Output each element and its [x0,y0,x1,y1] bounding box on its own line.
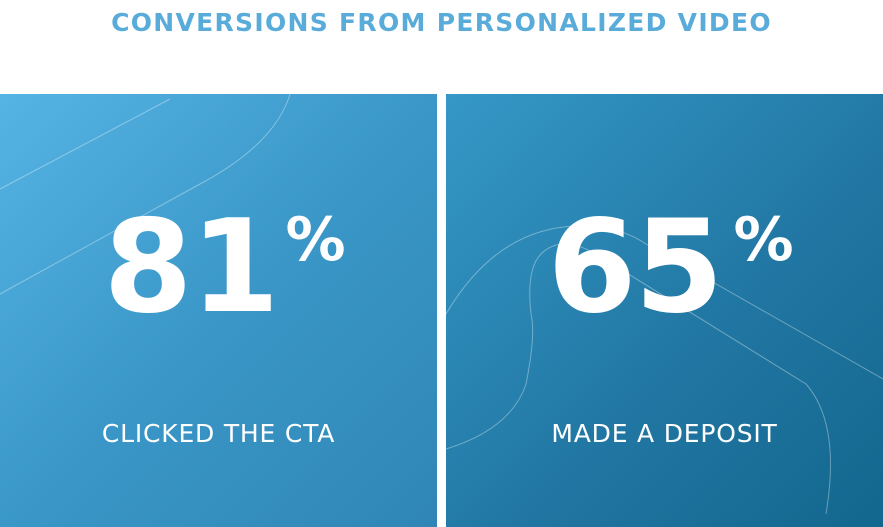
stat-value: 81 % [0,204,437,332]
stat-label: CLICKED THE CTA [101,419,336,448]
percent-sign: % [285,205,346,275]
stat-label: MADE A DEPOSIT [551,419,778,448]
page-title: CONVERSIONS FROM PERSONALIZED VIDEO [111,8,772,37]
decorative-lines [0,94,291,295]
stat-value: 65 % [446,204,883,332]
decorative-lines [446,225,883,515]
stat-card-clicked-cta: 81 % CLICKED THE CTA [0,94,437,527]
stat-number: 65 [547,193,723,342]
percent-sign: % [733,205,794,275]
stat-card-made-deposit: 65 % MADE A DEPOSIT [446,94,883,527]
stat-number: 81 [103,193,279,342]
